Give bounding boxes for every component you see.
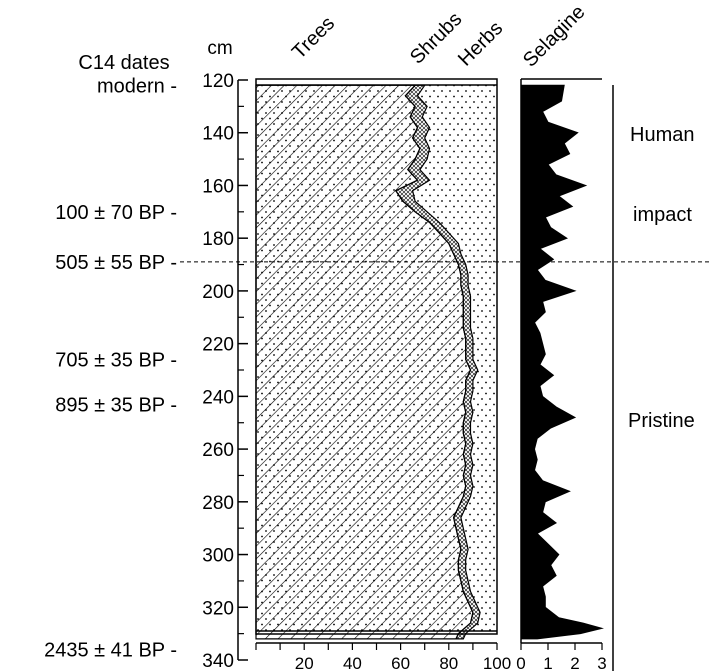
depth-tick-label: 280	[202, 493, 234, 514]
percentage-tick-label: 40	[343, 654, 362, 671]
depth-tick-label: 340	[202, 651, 234, 671]
c14-dates-heading: C14 dates	[78, 52, 169, 74]
zone-label-human: Human	[630, 124, 694, 146]
selaginella-panel	[520, 78, 604, 643]
selaginella-axis: 0 1 2 3	[516, 642, 607, 671]
percentage-tick-label: 100	[483, 654, 511, 671]
selaginella-tick-label: 1	[543, 654, 552, 671]
percentage-tick-label: 20	[295, 654, 314, 671]
percentage-tick-label: 60	[391, 654, 410, 671]
percentage-tick-label: 80	[439, 654, 458, 671]
depth-tick-label: 140	[202, 124, 234, 145]
selaginella-tick-label: 0	[516, 654, 525, 671]
depth-tick-label: 160	[202, 176, 234, 197]
selaginella-tick-label: 3	[597, 654, 606, 671]
panel-frame	[255, 78, 498, 635]
c14-date-labels: modern - 100 ± 70 BP - 505 ± 55 BP - 705 ± …	[44, 75, 177, 661]
cm-unit-label: cm	[207, 38, 232, 59]
depth-tick-label: 300	[202, 546, 234, 567]
trees-area	[255, 84, 474, 640]
c14-date-label: 895 ± 35 BP -	[55, 394, 177, 416]
selaginella-silhouette	[520, 84, 604, 640]
depth-tick-label: 120	[202, 71, 234, 92]
zone-label-pristine: Pristine	[628, 410, 695, 432]
stacked-percentage-panel	[255, 78, 498, 640]
selaginella-column-label: Selagine	[519, 1, 590, 72]
selaginella-tick-label: 2	[570, 654, 579, 671]
percentage-axis: 20 40 60 80 100	[255, 642, 511, 671]
zone-label-impact: impact	[633, 204, 692, 226]
trees-column-label: Trees	[288, 12, 339, 63]
c14-date-label: modern -	[97, 75, 177, 97]
depth-tick-label: 260	[202, 440, 234, 461]
c14-date-label: 505 ± 55 BP -	[55, 252, 177, 274]
c14-date-label: 2435 ± 41 BP -	[44, 639, 177, 661]
depth-tick-label: 220	[202, 335, 234, 356]
depth-tick-label: 180	[202, 229, 234, 250]
depth-tick-label: 240	[202, 387, 234, 408]
depth-axis: 120 140 160 180 200 220 240 260 280 300 320 340	[202, 71, 248, 671]
c14-date-label: 100 ± 70 BP -	[55, 202, 177, 224]
depth-tick-label: 200	[202, 282, 234, 303]
depth-tick-label: 320	[202, 598, 234, 619]
c14-date-label: 705 ± 35 BP -	[55, 349, 177, 371]
